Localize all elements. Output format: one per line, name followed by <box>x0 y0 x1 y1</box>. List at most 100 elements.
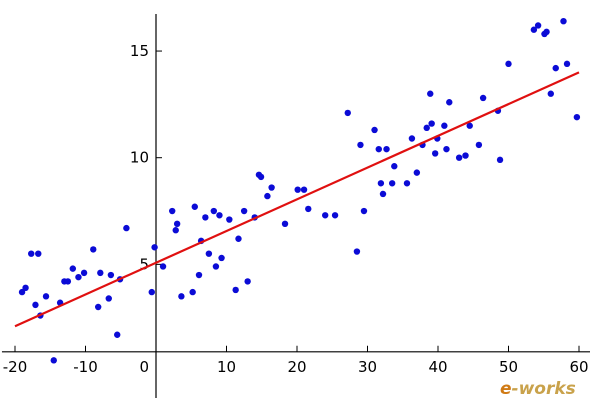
data-point <box>408 135 416 142</box>
data-points <box>18 17 581 364</box>
data-point <box>383 145 390 153</box>
data-point <box>18 288 26 296</box>
data-point <box>371 126 378 134</box>
data-point <box>35 250 42 257</box>
x-tick-label: -10 <box>73 358 98 376</box>
data-point <box>357 141 364 149</box>
data-point <box>159 263 167 270</box>
data-point <box>379 190 387 198</box>
data-point <box>543 28 550 36</box>
data-point <box>264 192 271 200</box>
data-point <box>148 288 155 296</box>
x-tick-label: 20 <box>287 358 306 376</box>
data-point <box>22 284 29 292</box>
data-point <box>305 205 312 213</box>
data-point <box>375 145 382 153</box>
data-point <box>178 293 185 300</box>
data-point <box>391 163 398 170</box>
watermark-prefix: e <box>500 379 512 399</box>
data-point <box>151 244 158 251</box>
data-point <box>90 246 97 253</box>
data-point <box>388 180 396 187</box>
data-point <box>443 145 450 153</box>
data-point <box>123 224 130 232</box>
data-point <box>107 271 115 279</box>
ticks: -20 -10 10 20 30 40 50 60 0 5 10 15 <box>3 42 589 376</box>
x-tick-label: 40 <box>428 358 447 376</box>
data-point <box>173 220 181 228</box>
data-point <box>441 122 448 129</box>
data-point <box>294 186 301 193</box>
data-point <box>232 286 239 294</box>
watermark: e-works <box>500 379 576 399</box>
regression-line <box>14 71 580 328</box>
data-point <box>462 152 469 159</box>
data-point <box>202 214 209 221</box>
data-point <box>105 295 112 302</box>
data-point <box>331 212 339 219</box>
data-point <box>479 94 487 102</box>
data-point <box>431 150 439 157</box>
data-point <box>189 288 196 296</box>
data-point <box>268 184 275 191</box>
data-point <box>69 265 77 272</box>
data-point <box>28 250 35 257</box>
x-tick-label: 50 <box>499 358 518 376</box>
data-point <box>403 180 411 187</box>
data-point <box>446 99 453 106</box>
x-tick-label: 60 <box>569 358 588 376</box>
data-point <box>360 207 368 215</box>
data-point <box>235 235 242 242</box>
data-point <box>169 207 176 215</box>
data-point <box>353 248 361 255</box>
data-point <box>257 173 265 181</box>
watermark-rest: -works <box>512 379 576 399</box>
data-point <box>94 303 102 311</box>
data-point <box>552 64 559 72</box>
data-point <box>172 227 179 234</box>
data-point <box>114 331 121 338</box>
data-point <box>573 113 581 121</box>
data-point <box>300 186 308 193</box>
data-point <box>216 212 223 219</box>
data-point <box>281 220 289 228</box>
data-point <box>42 293 50 300</box>
data-point <box>218 254 225 262</box>
data-point <box>244 278 251 285</box>
data-point <box>466 122 473 129</box>
data-point <box>534 22 542 29</box>
data-point <box>505 60 512 68</box>
data-point <box>344 109 351 117</box>
data-point <box>64 278 72 285</box>
data-point <box>322 212 329 219</box>
y-tick-label: 5 <box>139 255 149 273</box>
data-point <box>75 273 82 281</box>
data-point <box>455 154 463 161</box>
data-point <box>97 269 104 277</box>
data-point <box>205 250 213 257</box>
data-point <box>547 90 554 97</box>
axes <box>1 14 590 398</box>
data-point <box>428 120 435 127</box>
y-tick-label: 15 <box>130 42 149 60</box>
data-point <box>496 156 504 164</box>
data-point <box>226 216 233 223</box>
y-tick-label: 10 <box>130 149 149 167</box>
data-point <box>427 90 434 97</box>
x-tick-label: 30 <box>358 358 377 376</box>
data-point <box>80 269 88 277</box>
data-point <box>563 60 571 68</box>
data-point <box>191 203 198 210</box>
x-tick-label: -20 <box>3 358 28 376</box>
data-point <box>240 207 248 215</box>
data-point <box>560 17 567 25</box>
data-point <box>195 271 203 279</box>
data-point <box>530 26 538 33</box>
origin-tick-label: 0 <box>139 358 149 376</box>
data-point <box>212 263 220 270</box>
data-point <box>413 169 421 176</box>
data-point <box>475 141 483 149</box>
data-point <box>377 180 385 187</box>
x-tick-label: 10 <box>217 358 236 376</box>
